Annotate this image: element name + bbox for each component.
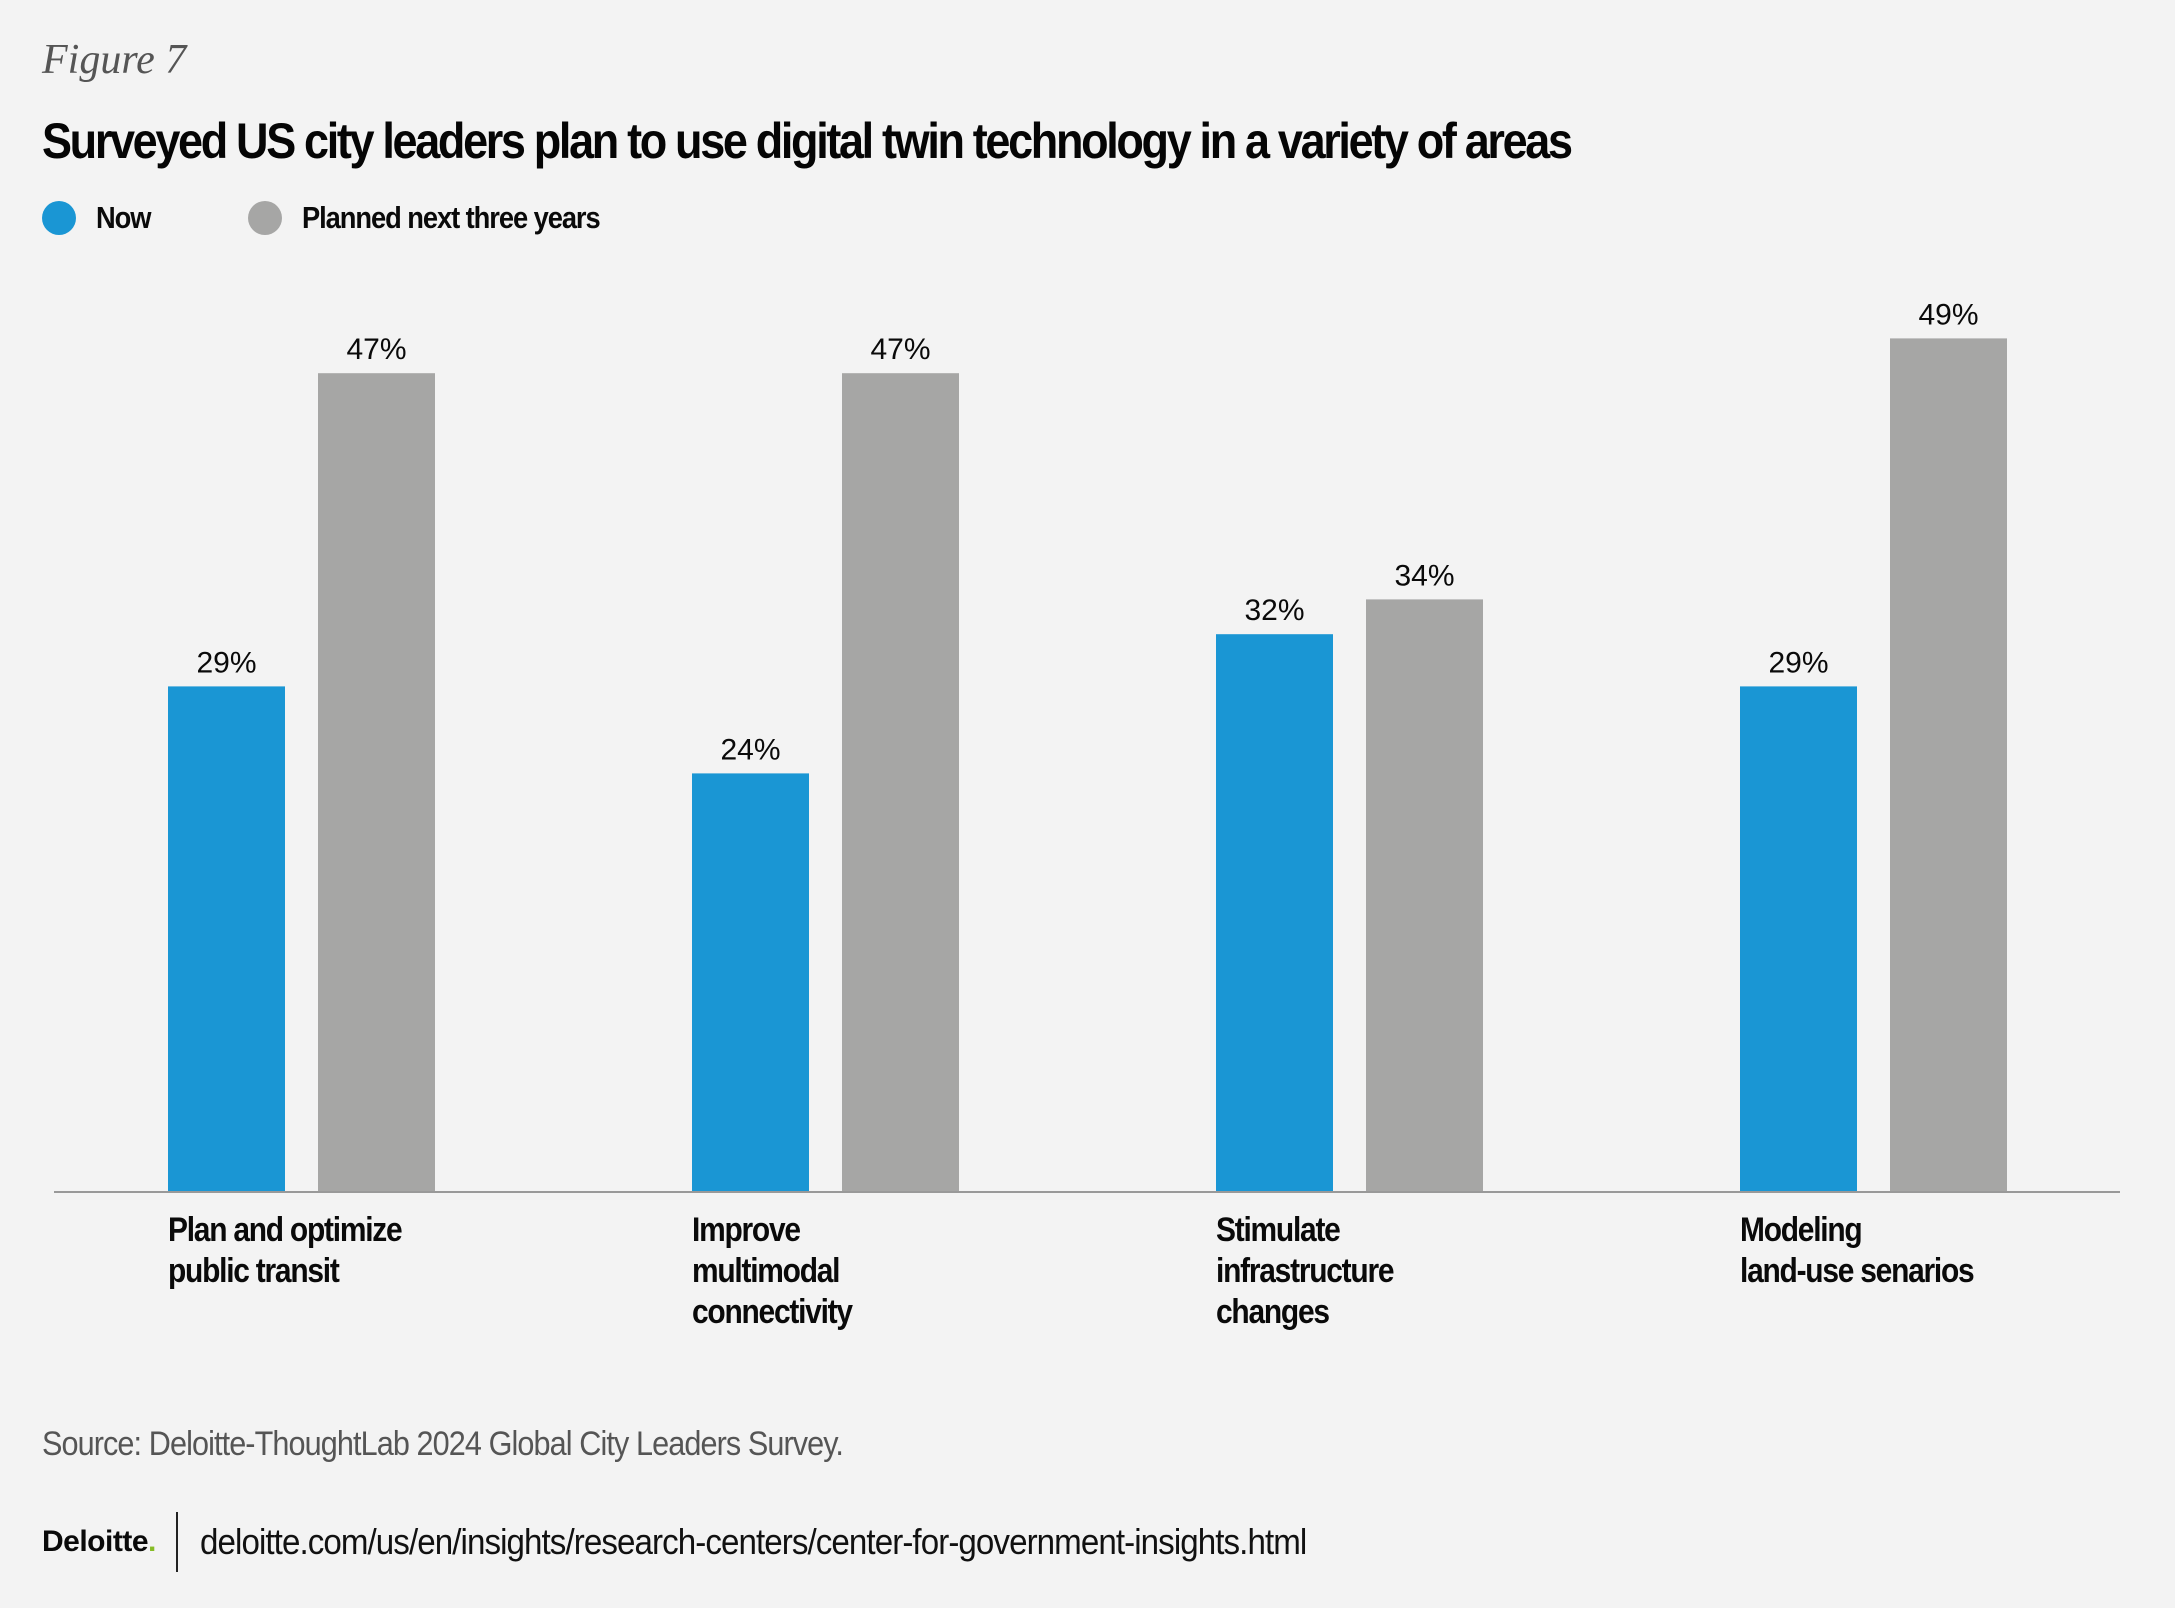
- legend-label-planned: Planned next three years: [301, 200, 601, 235]
- bar-planned-1: [842, 373, 959, 1191]
- data-label-now-2: 32%: [1244, 594, 1304, 627]
- footer-divider: [175, 1512, 178, 1572]
- legend-item-planned: Planned next three years: [247, 200, 640, 236]
- data-label-planned-1: 47%: [870, 333, 930, 366]
- bar-now-2: [1216, 634, 1333, 1191]
- bar-planned-2: [1366, 599, 1483, 1191]
- category-label-0: Plan and optimize public transit: [168, 1211, 403, 1290]
- data-label-planned-3: 49%: [1918, 298, 1978, 331]
- data-label-now-1: 24%: [720, 733, 780, 766]
- category-label-2: Stimulate infrastructure changes: [1216, 1211, 1395, 1331]
- footer: Deloitte. deloitte.com/us/en/insights/re…: [42, 1512, 1402, 1572]
- category-label-3: Modeling land-use senarios: [1740, 1211, 1975, 1290]
- bar-now-3: [1740, 686, 1857, 1191]
- bar-planned-0: [318, 373, 435, 1191]
- figure-label: Figure 7: [42, 37, 187, 83]
- data-label-planned-2: 34%: [1394, 559, 1454, 592]
- source-note: Source: Deloitte-ThoughtLab 2024 Global …: [42, 1425, 844, 1463]
- deloitte-logo: Deloitte.: [42, 1525, 156, 1559]
- category-label-1: Improve multimodal connectivity: [692, 1211, 853, 1331]
- footer-url[interactable]: deloitte.com/us/en/insights/research-cen…: [199, 1521, 1307, 1562]
- data-label-now-3: 29%: [1768, 646, 1828, 679]
- logo-dot: .: [148, 1525, 156, 1558]
- data-label-now-0: 29%: [196, 646, 256, 679]
- legend-swatch-now: [42, 201, 76, 235]
- bar-now-1: [692, 773, 809, 1191]
- bar-now-0: [168, 686, 285, 1191]
- logo-text: Deloitte: [42, 1525, 149, 1558]
- legend: Now Planned next three years: [42, 200, 700, 236]
- legend-swatch-planned: [247, 201, 282, 235]
- legend-item-now: Now: [42, 200, 158, 236]
- data-label-planned-0: 47%: [346, 333, 406, 366]
- bar-planned-3: [1890, 338, 2007, 1191]
- legend-label-now: Now: [96, 200, 151, 235]
- chart-title: Surveyed US city leaders plan to use dig…: [42, 113, 1573, 169]
